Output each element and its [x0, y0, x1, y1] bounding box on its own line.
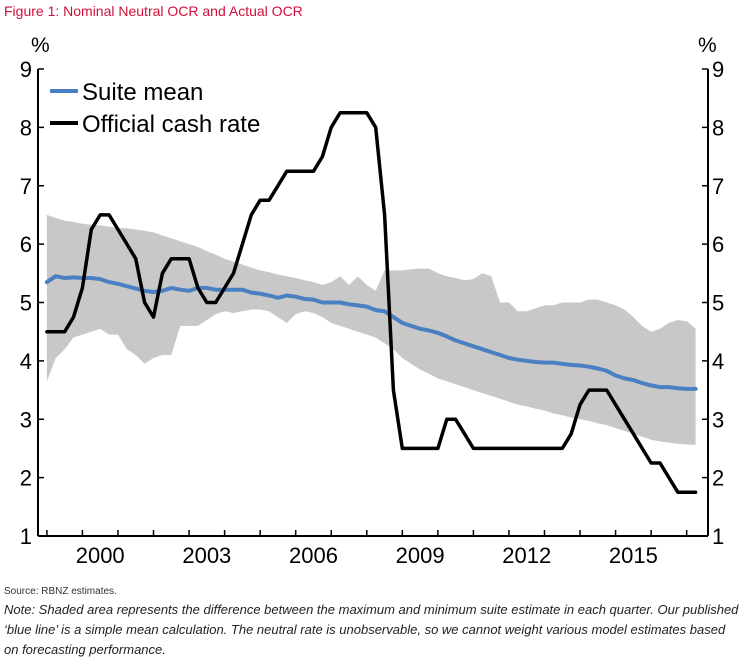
y-tick-label-right: 7 — [712, 174, 724, 199]
y-tick-label-right: 8 — [712, 115, 724, 140]
official-cash-rate-line — [45, 111, 698, 494]
y-tick-label-right: 9 — [712, 57, 724, 82]
suite-mean-line — [44, 274, 698, 391]
chart: 1 1 2 2 3 3 4 4 5 5 6 6 7 7 8 8 9 9% % 2000 2003 2006 2009 2012… — [20, 34, 725, 568]
x-tick-label: 2006 — [289, 543, 338, 568]
y-tick-label-left: 2 — [20, 466, 32, 491]
y-tick-label-right: 1 — [712, 524, 724, 549]
x-tick-label: 2015 — [609, 543, 658, 568]
y-tick-label-left: 4 — [20, 349, 32, 374]
x-tick-label: 2000 — [76, 543, 125, 568]
y-unit-label-left: % — [31, 34, 50, 57]
y-tick-label-left: 7 — [20, 174, 32, 199]
x-tick-label: 2003 — [182, 543, 231, 568]
y-tick-label-right: 4 — [712, 349, 724, 374]
legend-label-official-cash-rate: Official cash rate — [82, 111, 260, 138]
y-tick-label-right: 6 — [712, 232, 724, 257]
y-tick-label-right: 2 — [712, 466, 724, 491]
y-tick-label-left: 8 — [20, 115, 32, 140]
figure-title: Figure 1: Nominal Neutral OCR and Actual… — [4, 3, 303, 19]
legend-label-suite-mean: Suite mean — [82, 79, 203, 106]
source-note: Source: RBNZ estimates. — [4, 586, 117, 597]
suite-range-band — [46, 214, 696, 445]
x-tick-label: 2012 — [502, 543, 551, 568]
y-tick-label-right: 3 — [712, 407, 724, 432]
y-tick-label-left: 9 — [20, 57, 32, 82]
y-unit-label-right: % — [698, 34, 717, 57]
y-tick-label-left: 3 — [20, 407, 32, 432]
x-tick-label: 2009 — [396, 543, 445, 568]
footnote: Note: Shaded area represents the differe… — [4, 602, 739, 657]
y-tick-label-right: 5 — [712, 291, 724, 316]
y-tick-label-left: 6 — [20, 232, 32, 257]
y-tick-label-left: 1 — [20, 524, 32, 549]
y-tick-label-left: 5 — [20, 291, 32, 316]
